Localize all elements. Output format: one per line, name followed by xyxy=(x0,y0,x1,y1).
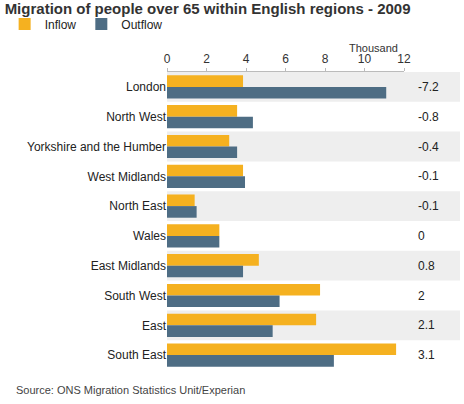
svg-text:South East: South East xyxy=(107,348,166,362)
svg-text:Thousand: Thousand xyxy=(349,42,398,54)
svg-text:Yorkshire and the Humber: Yorkshire and the Humber xyxy=(27,140,166,154)
svg-text:Migration of people over 65 wi: Migration of people over 65 within Engli… xyxy=(5,0,411,17)
svg-text:2: 2 xyxy=(203,52,210,66)
svg-text:6: 6 xyxy=(282,52,289,66)
svg-text:3.1: 3.1 xyxy=(418,348,435,362)
svg-text:0: 0 xyxy=(164,52,171,66)
svg-text:Outflow: Outflow xyxy=(121,18,162,32)
svg-text:-0.1: -0.1 xyxy=(418,199,439,213)
svg-text:2.1: 2.1 xyxy=(418,318,435,332)
svg-text:Source: ONS Migration Statisti: Source: ONS Migration Statistics Unit/Ex… xyxy=(16,384,245,396)
svg-text:-0.4: -0.4 xyxy=(418,140,439,154)
svg-text:12: 12 xyxy=(397,52,411,66)
svg-text:0: 0 xyxy=(418,229,425,243)
svg-text:10: 10 xyxy=(358,52,372,66)
svg-text:West Midlands: West Midlands xyxy=(88,170,166,184)
svg-text:-0.1: -0.1 xyxy=(418,169,439,183)
svg-text:Wales: Wales xyxy=(133,229,166,243)
svg-text:-7.2: -7.2 xyxy=(418,80,439,94)
svg-text:South West: South West xyxy=(104,289,166,303)
svg-text:East: East xyxy=(142,319,167,333)
svg-text:-0.8: -0.8 xyxy=(418,110,439,124)
svg-text:North West: North West xyxy=(106,110,166,124)
svg-text:Inflow: Inflow xyxy=(45,18,77,32)
svg-text:8: 8 xyxy=(322,52,329,66)
svg-text:North East: North East xyxy=(109,199,166,213)
svg-text:London: London xyxy=(126,80,166,94)
svg-text:0.8: 0.8 xyxy=(418,259,435,273)
svg-text:4: 4 xyxy=(243,52,250,66)
svg-text:2: 2 xyxy=(418,289,425,303)
svg-text:East Midlands: East Midlands xyxy=(91,259,166,273)
